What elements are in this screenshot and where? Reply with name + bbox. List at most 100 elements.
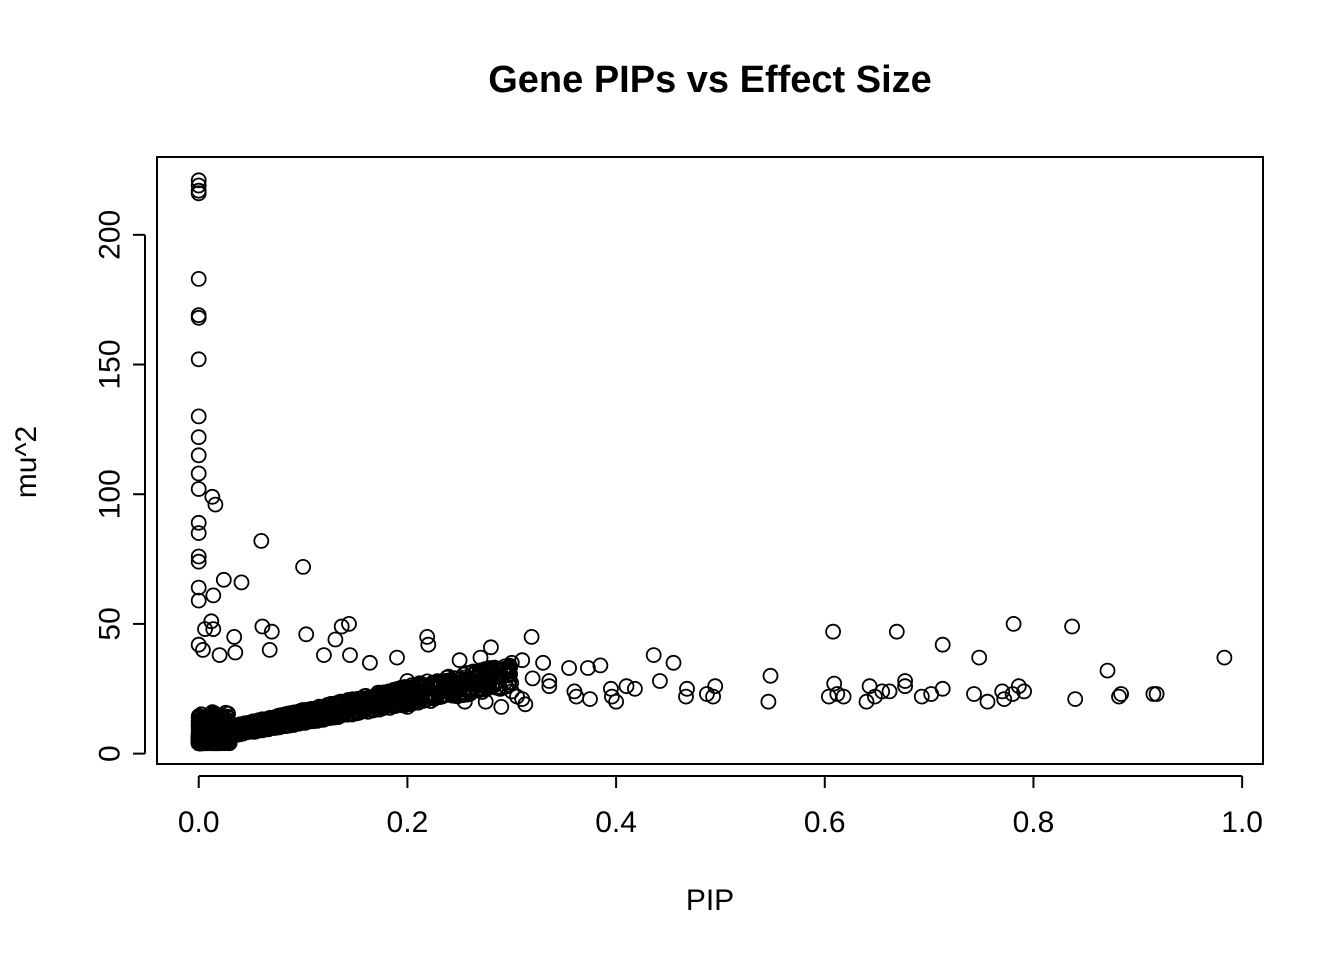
data-point bbox=[913, 688, 930, 705]
x-axis: 0.0 0.2 0.4 0.6 0.8 1.0 bbox=[178, 775, 1263, 839]
data-point bbox=[263, 623, 280, 640]
data-point bbox=[256, 719, 273, 735]
data-point bbox=[934, 680, 951, 697]
data-point bbox=[197, 621, 213, 637]
data-point bbox=[472, 649, 489, 666]
data-point bbox=[1148, 686, 1165, 702]
data-point bbox=[1010, 678, 1027, 695]
data-point bbox=[482, 639, 499, 656]
data-point bbox=[190, 185, 207, 202]
data-point bbox=[190, 548, 207, 565]
data-point bbox=[261, 642, 278, 658]
data-point bbox=[679, 680, 695, 697]
data-point bbox=[1016, 683, 1032, 700]
data-point bbox=[825, 623, 841, 640]
data-point bbox=[503, 683, 520, 700]
data-point bbox=[541, 673, 558, 689]
data-point bbox=[190, 514, 207, 531]
data-point bbox=[826, 675, 843, 692]
data-point bbox=[207, 496, 224, 513]
data-point bbox=[420, 636, 437, 653]
data-point bbox=[979, 693, 996, 710]
data-point bbox=[503, 654, 520, 671]
data-point bbox=[303, 708, 320, 725]
data-point bbox=[1064, 618, 1080, 635]
data-point bbox=[705, 688, 721, 705]
data-point bbox=[315, 647, 332, 663]
data-point bbox=[192, 731, 209, 748]
data-point bbox=[1216, 649, 1233, 666]
data-point bbox=[1099, 662, 1116, 679]
data-point bbox=[1111, 688, 1127, 705]
data-point bbox=[996, 691, 1013, 707]
data-point bbox=[205, 587, 222, 604]
data-point bbox=[446, 683, 463, 700]
x-tick-label: 0.0 bbox=[178, 806, 220, 839]
data-point bbox=[994, 683, 1011, 700]
data-point bbox=[456, 693, 473, 710]
data-point bbox=[438, 673, 455, 690]
data-point bbox=[524, 670, 541, 687]
data-point bbox=[196, 721, 212, 738]
data-point bbox=[592, 657, 609, 674]
data-point bbox=[966, 686, 982, 702]
data-point bbox=[341, 616, 357, 632]
data-point bbox=[342, 647, 358, 663]
data-point bbox=[665, 654, 682, 671]
data-point bbox=[897, 673, 913, 689]
data-point bbox=[645, 647, 662, 663]
x-axis-label: PIP bbox=[686, 884, 734, 917]
plot-frame bbox=[156, 156, 1264, 765]
data-point bbox=[467, 677, 484, 693]
data-point bbox=[234, 717, 251, 734]
data-point bbox=[190, 465, 207, 482]
data-point bbox=[493, 699, 510, 715]
data-point bbox=[190, 481, 207, 497]
data-point bbox=[295, 709, 312, 726]
data-point bbox=[304, 707, 321, 723]
data-point bbox=[399, 699, 416, 715]
data-point bbox=[760, 693, 777, 710]
data-point bbox=[419, 629, 436, 645]
x-tick-label: 0.4 bbox=[595, 806, 637, 839]
data-point bbox=[888, 623, 905, 640]
data-point bbox=[1005, 616, 1022, 632]
data-point bbox=[858, 693, 875, 710]
data-point bbox=[897, 678, 913, 695]
data-point bbox=[222, 720, 239, 736]
y-axis-label: mu^2 bbox=[10, 426, 43, 498]
data-point bbox=[190, 447, 207, 464]
x-tick-label: 0.8 bbox=[1013, 806, 1055, 839]
data-point bbox=[254, 618, 271, 635]
data-point bbox=[399, 673, 416, 689]
data-point bbox=[1067, 691, 1084, 707]
data-point bbox=[468, 664, 485, 680]
data-point bbox=[430, 686, 447, 702]
data-point bbox=[568, 688, 585, 705]
y-tick-label: 150 bbox=[94, 339, 127, 389]
data-point bbox=[477, 693, 494, 710]
data-point bbox=[227, 644, 244, 661]
data-point bbox=[190, 579, 207, 596]
data-point bbox=[517, 696, 534, 713]
data-point bbox=[355, 698, 372, 714]
data-point bbox=[190, 351, 207, 368]
data-point bbox=[427, 689, 444, 706]
data-point bbox=[190, 553, 207, 570]
y-axis: 0 50 100 150 200 bbox=[94, 210, 146, 762]
data-point bbox=[608, 693, 624, 710]
data-point bbox=[327, 631, 344, 648]
data-point bbox=[487, 669, 504, 686]
data-point bbox=[376, 687, 392, 704]
data-point bbox=[330, 706, 347, 723]
data-point bbox=[361, 654, 378, 671]
data-point bbox=[561, 660, 577, 676]
data-point bbox=[835, 688, 852, 705]
data-point bbox=[821, 688, 837, 705]
data-point bbox=[652, 673, 668, 689]
data-point bbox=[194, 642, 211, 658]
data-point bbox=[215, 571, 232, 588]
data-point bbox=[389, 649, 405, 666]
data-point bbox=[253, 533, 270, 549]
